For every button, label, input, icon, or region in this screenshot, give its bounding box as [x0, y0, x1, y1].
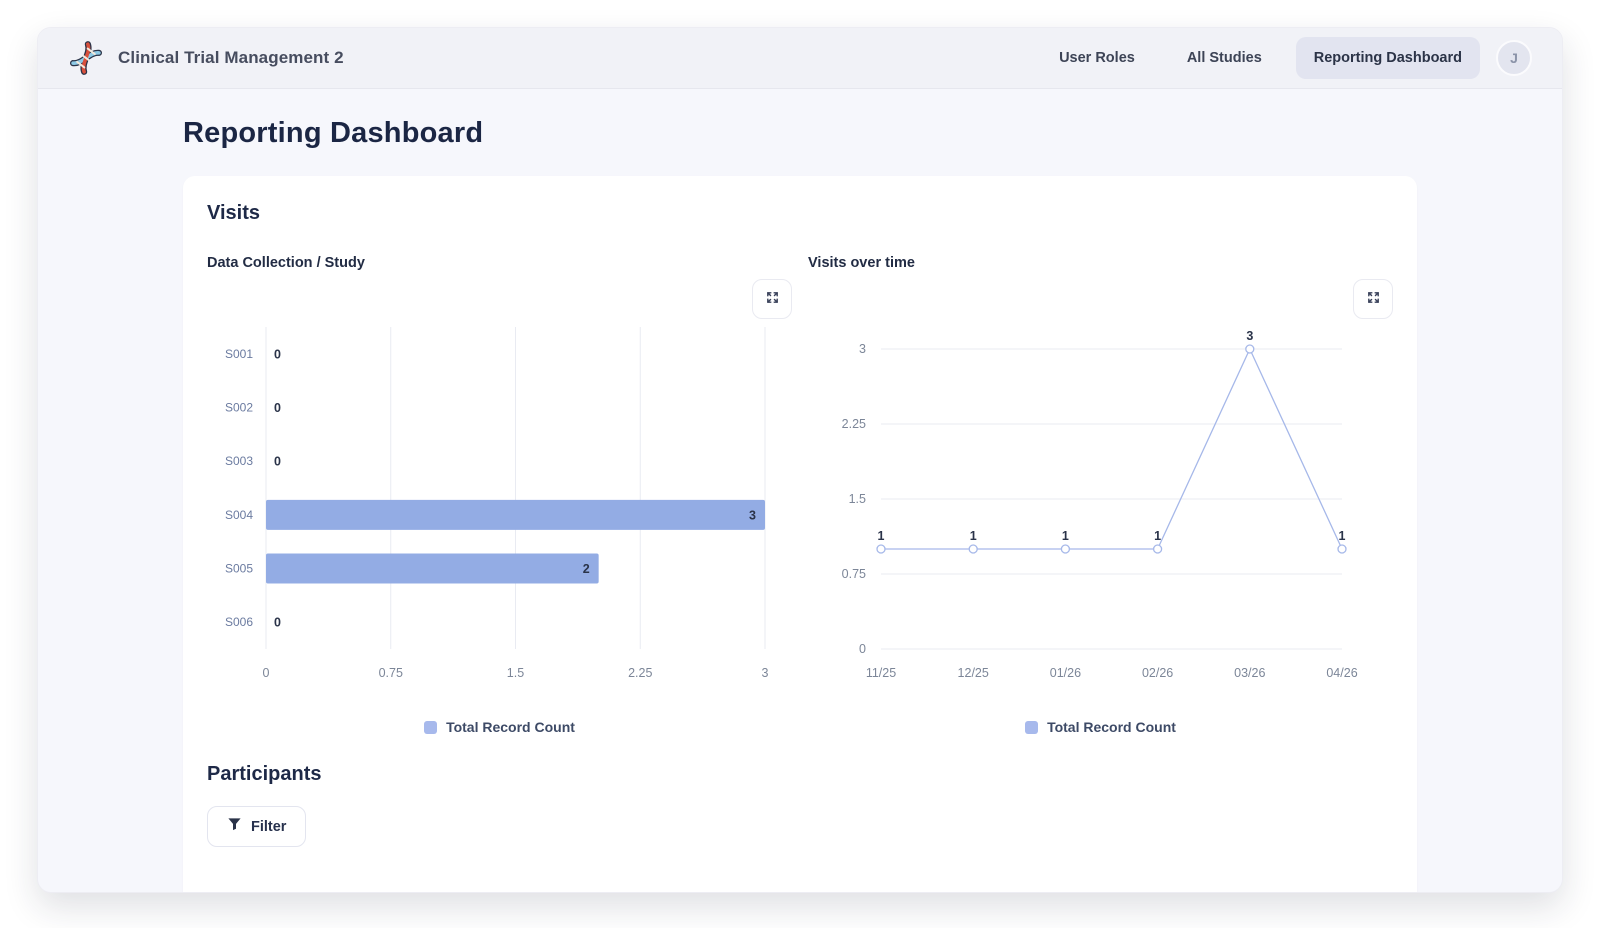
line-chart: 0 0.75 1.5 2.25 3 11/25 1 12/25 1 01/26 1 02/26 1 03/… [842, 329, 1358, 680]
svg-text:0: 0 [859, 642, 866, 656]
charts-row: Data Collection / Study 0 0.75 1.5 2.25 3 S00 [207, 255, 1393, 735]
legend-label: Total Record Count [446, 719, 575, 735]
filter-button[interactable]: Filter [207, 806, 307, 847]
filter-funnel-icon [227, 817, 242, 836]
page-title: Reporting Dashboard [183, 117, 484, 149]
bar-chart: 0 0.75 1.5 2.25 3 S001 0 S002 0 S003 0 S004 3 S005 2 S0… [225, 327, 769, 680]
bar-chart-title: Data Collection / Study [207, 255, 365, 271]
svg-text:3: 3 [749, 508, 756, 522]
svg-text:1: 1 [1339, 529, 1346, 543]
svg-text:02/26: 02/26 [1142, 666, 1173, 680]
bar-chart-toolbar [207, 279, 792, 319]
app-header: Clinical Trial Management 2 User Roles A… [38, 28, 1562, 89]
main-content: Reporting Dashboard Visits Data Collecti… [38, 89, 1562, 892]
legend-swatch [424, 720, 438, 734]
svg-text:0.75: 0.75 [379, 666, 403, 680]
brand: Clinical Trial Management 2 [68, 40, 344, 76]
legend-swatch [1025, 720, 1039, 734]
svg-text:1.5: 1.5 [507, 666, 524, 680]
svg-text:2.25: 2.25 [842, 417, 866, 431]
svg-text:1: 1 [1062, 529, 1069, 543]
expand-line-chart-button[interactable] [1353, 279, 1393, 319]
bar-chart-panel: Data Collection / Study 0 0.75 1.5 2.25 3 S00 [207, 255, 792, 735]
user-avatar[interactable]: J [1496, 40, 1532, 76]
svg-text:S005: S005 [225, 562, 253, 576]
line-chart-panel: Visits over time 0 0.75 1.5 2.25 3 11/25 1 12/2 [808, 255, 1393, 735]
line-chart-toolbar [808, 279, 1393, 319]
expand-icon [764, 289, 781, 309]
svg-text:2.25: 2.25 [628, 666, 652, 680]
svg-text:0: 0 [274, 401, 281, 415]
svg-text:0: 0 [274, 455, 281, 469]
svg-text:S002: S002 [225, 401, 253, 415]
svg-text:03/26: 03/26 [1234, 666, 1265, 680]
dna-logo-icon [68, 40, 104, 76]
expand-bar-chart-button[interactable] [752, 279, 792, 319]
svg-text:0.75: 0.75 [842, 567, 866, 581]
nav-user-roles[interactable]: User Roles [1059, 50, 1135, 66]
svg-text:S003: S003 [225, 454, 253, 468]
svg-text:11/25: 11/25 [866, 666, 896, 680]
nav-reporting-dashboard[interactable]: Reporting Dashboard [1295, 37, 1480, 79]
line-chart-title: Visits over time [808, 255, 915, 271]
svg-text:3: 3 [762, 666, 769, 680]
svg-text:0: 0 [274, 347, 281, 361]
avatar-initial: J [1510, 50, 1518, 66]
dashboard-card: Visits Data Collection / Study [183, 176, 1417, 892]
line-chart-legend: Total Record Count [808, 719, 1393, 735]
participants-section-title: Participants [207, 763, 322, 785]
svg-text:S006: S006 [225, 615, 253, 629]
svg-text:1.5: 1.5 [849, 492, 866, 506]
svg-text:1: 1 [1154, 529, 1161, 543]
main-nav: User Roles All Studies Reporting Dashboa… [1025, 37, 1532, 79]
svg-text:2: 2 [583, 562, 590, 576]
svg-text:0: 0 [263, 666, 270, 680]
svg-text:3: 3 [1246, 329, 1253, 343]
svg-text:12/25: 12/25 [958, 666, 989, 680]
svg-text:1: 1 [878, 529, 885, 543]
svg-text:S004: S004 [225, 508, 253, 522]
svg-text:01/26: 01/26 [1050, 666, 1081, 680]
nav-all-studies[interactable]: All Studies [1186, 50, 1262, 66]
bar-chart-legend: Total Record Count [207, 719, 792, 735]
svg-text:1: 1 [970, 529, 977, 543]
svg-text:0: 0 [274, 616, 281, 630]
app-title: Clinical Trial Management 2 [118, 48, 344, 67]
app-window: Clinical Trial Management 2 User Roles A… [37, 27, 1563, 893]
svg-text:S001: S001 [225, 347, 253, 361]
svg-text:3: 3 [859, 342, 866, 356]
filter-button-label: Filter [251, 818, 287, 835]
legend-label: Total Record Count [1047, 719, 1176, 735]
svg-text:04/26: 04/26 [1326, 666, 1357, 680]
visits-section-title: Visits [207, 202, 260, 224]
expand-icon [1365, 289, 1382, 309]
